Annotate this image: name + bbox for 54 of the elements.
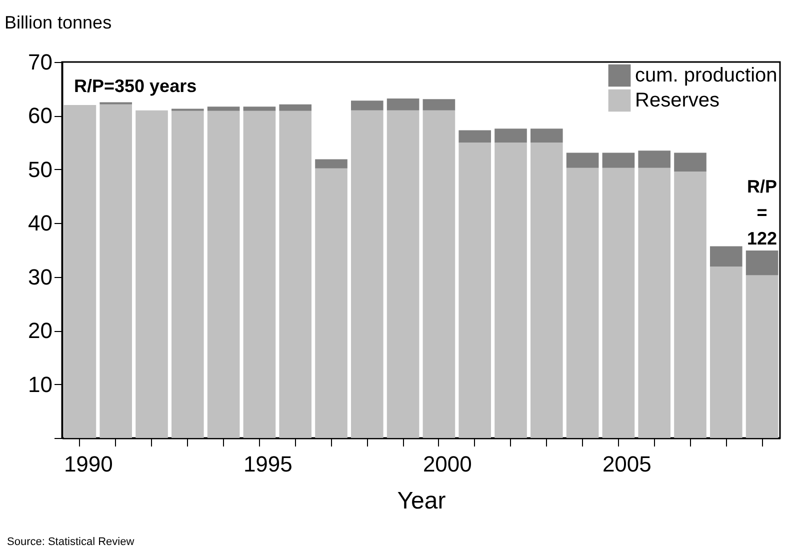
x-tick-label: 1990	[64, 452, 113, 476]
y-tick-label: 30	[28, 264, 52, 290]
bar	[710, 246, 742, 267]
bar	[746, 250, 778, 276]
x-tick-label: 2005	[602, 452, 652, 476]
bar	[136, 110, 168, 438]
bar	[422, 110, 456, 438]
y-axis-title: Billion tonnes	[4, 12, 112, 32]
bar	[530, 142, 563, 438]
x-tick-label: 2000	[422, 452, 472, 476]
y-tick-label: 50	[28, 156, 52, 182]
bar	[243, 106, 276, 111]
bar	[674, 152, 706, 172]
bar	[422, 99, 456, 110]
y-tick-label: 40	[28, 210, 52, 236]
legend-label: cum. production	[635, 64, 778, 86]
bar	[315, 159, 348, 168]
bar	[602, 168, 635, 438]
bar	[638, 150, 671, 168]
bar	[458, 142, 492, 438]
bar	[350, 110, 384, 438]
bar	[566, 168, 599, 438]
source-note: Source: Statistical Review	[7, 536, 134, 548]
bar	[638, 168, 671, 438]
annotation: R/P = 122	[746, 176, 778, 249]
x-tick-label: 1995	[243, 452, 292, 476]
bar	[602, 152, 635, 168]
bar	[279, 104, 312, 111]
bar	[674, 172, 706, 438]
y-tick-label: 20	[28, 318, 52, 344]
bar	[386, 110, 420, 438]
y-tick-label: 70	[28, 50, 52, 74]
y-tick-label: 60	[28, 103, 52, 128]
bar	[100, 104, 132, 438]
bar	[64, 104, 96, 438]
y-tick-label: 10	[28, 372, 52, 397]
bar	[207, 106, 240, 111]
bar	[494, 128, 527, 143]
bar	[494, 142, 527, 438]
bar	[243, 110, 276, 438]
bar	[315, 168, 348, 438]
legend-label: Reserves	[635, 90, 720, 112]
bar	[710, 266, 742, 438]
x-axis-title: Year	[397, 488, 446, 514]
annotation: R/P=350 years	[74, 76, 197, 96]
bar	[566, 152, 599, 168]
bar	[279, 110, 312, 438]
bar	[350, 100, 384, 110]
bar	[386, 98, 420, 110]
bar	[746, 275, 778, 438]
bar	[207, 110, 240, 438]
bar	[458, 130, 492, 143]
bar	[171, 110, 204, 438]
bar	[530, 128, 563, 143]
